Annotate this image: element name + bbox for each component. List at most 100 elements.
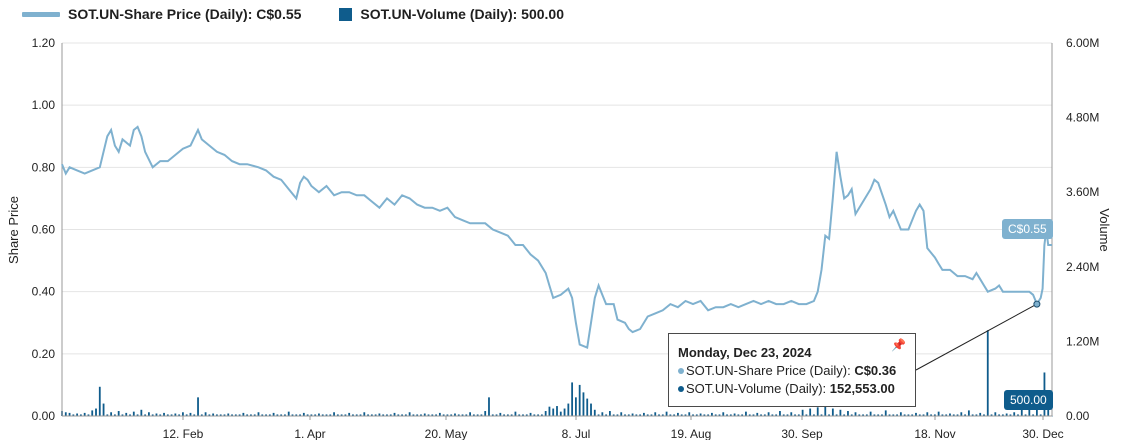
volume-bar [72, 414, 75, 416]
volume-bar [110, 412, 113, 416]
volume-bar [287, 411, 290, 416]
volume-bar [763, 414, 766, 416]
volume-bar [601, 412, 604, 416]
volume-bar [420, 414, 422, 416]
volume-bar [253, 414, 256, 416]
legend-share-price-label: SOT.UN-Share Price (Daily): C$0.55 [68, 6, 302, 22]
tooltip-volume-row: SOT.UN-Volume (Daily): 152,553.00 [678, 380, 907, 398]
volume-bar [412, 414, 415, 416]
volume-bar [280, 414, 283, 416]
volume-bar [208, 414, 211, 416]
volume-bar [514, 411, 517, 416]
volume-bar [518, 414, 521, 416]
volume-bar [389, 414, 392, 416]
tooltip-connector [915, 303, 1038, 371]
legend-item-volume[interactable]: SOT.UN-Volume (Daily): 500.00 [339, 6, 564, 22]
volume-bar [321, 414, 324, 416]
volume-bar [745, 411, 747, 416]
volume-bar [843, 414, 846, 416]
volume-bar [707, 414, 710, 416]
volume-bar [903, 414, 906, 416]
volume-bar [915, 412, 917, 416]
volume-bar [454, 413, 456, 416]
volume-bar [461, 414, 464, 416]
volume-bar [548, 406, 551, 416]
volume-bar [438, 412, 441, 416]
tooltip: 📌 Monday, Dec 23, 2024 SOT.UN-Share Pric… [668, 333, 916, 407]
volume-bar [117, 411, 120, 416]
volume-bar [246, 414, 249, 416]
volume-bar [964, 414, 966, 416]
y-axis-left-ticks: 0.00 0.20 0.40 0.60 0.80 1.00 1.20 [32, 36, 56, 423]
volume-bar [484, 411, 487, 416]
volume-bar [578, 384, 581, 416]
volume-bar [835, 414, 838, 416]
volume-bar [193, 414, 196, 416]
volume-bar [318, 413, 320, 416]
volume-bar [760, 414, 762, 416]
volume-bar [816, 407, 819, 416]
volume-bar [907, 414, 910, 416]
volume-bar [990, 414, 993, 416]
volume-bar [506, 414, 509, 416]
x-tick-label: 19. Aug [671, 427, 712, 440]
volume-bar [922, 414, 925, 416]
volume-badge: 500.00 [1004, 390, 1053, 410]
volume-bar [151, 414, 154, 416]
volume-bar [869, 411, 872, 416]
volume-bar [563, 408, 566, 416]
x-tick-label: 30. Dec [1022, 427, 1063, 440]
volume-bar [234, 414, 237, 416]
volume-bar [658, 414, 660, 416]
x-tick-label: 12. Feb [163, 427, 204, 440]
volume-bar [333, 412, 335, 416]
legend-item-share-price[interactable]: SOT.UN-Share Price (Daily): C$0.55 [22, 6, 301, 22]
volume-bar [896, 414, 898, 416]
volume-bar [276, 414, 279, 416]
tooltip-price-label: SOT.UN-Share Price (Daily): [686, 363, 855, 378]
volume-bar [64, 412, 67, 416]
pin-icon[interactable]: 📌 [891, 338, 906, 352]
volume-bar [748, 414, 751, 416]
volume-bar [423, 413, 426, 416]
volume-bar [703, 414, 706, 416]
y-tick-label: 0.20 [32, 347, 56, 361]
volume-bar [574, 397, 577, 416]
volume-bar [401, 414, 403, 416]
volume-bar [488, 397, 490, 416]
volume-bar [83, 412, 86, 416]
volume-bars [61, 330, 1053, 417]
x-tick-label: 8. Jul [562, 427, 591, 440]
share-price-swatch [22, 11, 60, 17]
volume-bar [238, 414, 241, 416]
volume-bar [949, 413, 951, 416]
y-tick-label: 1.20 [32, 36, 56, 50]
volume-bar [299, 414, 301, 416]
volume-bar [95, 408, 97, 416]
volume-bar [590, 403, 592, 416]
volume-bar [714, 414, 717, 416]
volume-bar [446, 414, 449, 416]
y2-tick-label: 3.60M [1066, 185, 1099, 199]
volume-bar [794, 414, 796, 416]
volume-bar [733, 413, 736, 416]
volume-bar [378, 413, 381, 416]
volume-bar [605, 414, 608, 416]
volume-bar [684, 414, 687, 416]
volume-bar [540, 414, 543, 416]
volume-bar [797, 414, 800, 416]
volume-bar [831, 408, 834, 416]
volume-bar [314, 414, 317, 416]
y-axis-right-ticks: 0.00 1.20M 2.40M 3.60M 4.80M 6.00M [1066, 36, 1099, 423]
volume-bar [257, 412, 260, 416]
legend: SOT.UN-Share Price (Daily): C$0.55 SOT.U… [22, 6, 564, 22]
volume-bar [718, 414, 721, 416]
volume-bar [325, 414, 328, 416]
y-tick-label: 0.00 [32, 409, 56, 423]
y2-tick-label: 2.40M [1066, 260, 1099, 274]
volume-bar [114, 414, 116, 416]
volume-bar [1005, 413, 1008, 416]
x-tick-label: 20. May [425, 427, 468, 440]
volume-bar [850, 414, 853, 416]
y-axis-label: Share Price [6, 196, 21, 264]
